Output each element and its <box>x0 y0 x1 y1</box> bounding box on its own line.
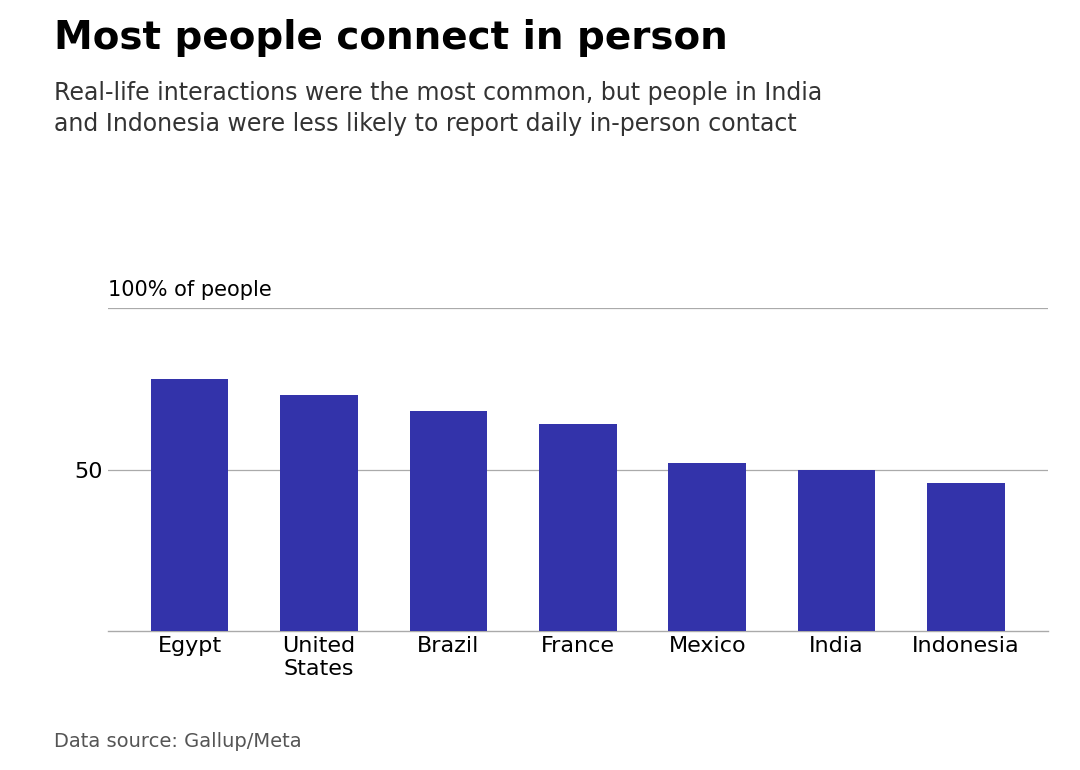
Text: Real-life interactions were the most common, but people in India
and Indonesia w: Real-life interactions were the most com… <box>54 81 822 136</box>
Text: 100% of people: 100% of people <box>108 280 272 300</box>
Bar <box>280 395 357 631</box>
Text: Data source: Gallup/Meta: Data source: Gallup/Meta <box>54 732 301 751</box>
Text: Most people connect in person: Most people connect in person <box>54 19 728 57</box>
Bar <box>151 379 228 631</box>
Bar <box>798 470 876 631</box>
Bar <box>539 424 617 631</box>
Bar <box>409 411 487 631</box>
Bar <box>928 483 1004 631</box>
Bar <box>669 464 746 631</box>
